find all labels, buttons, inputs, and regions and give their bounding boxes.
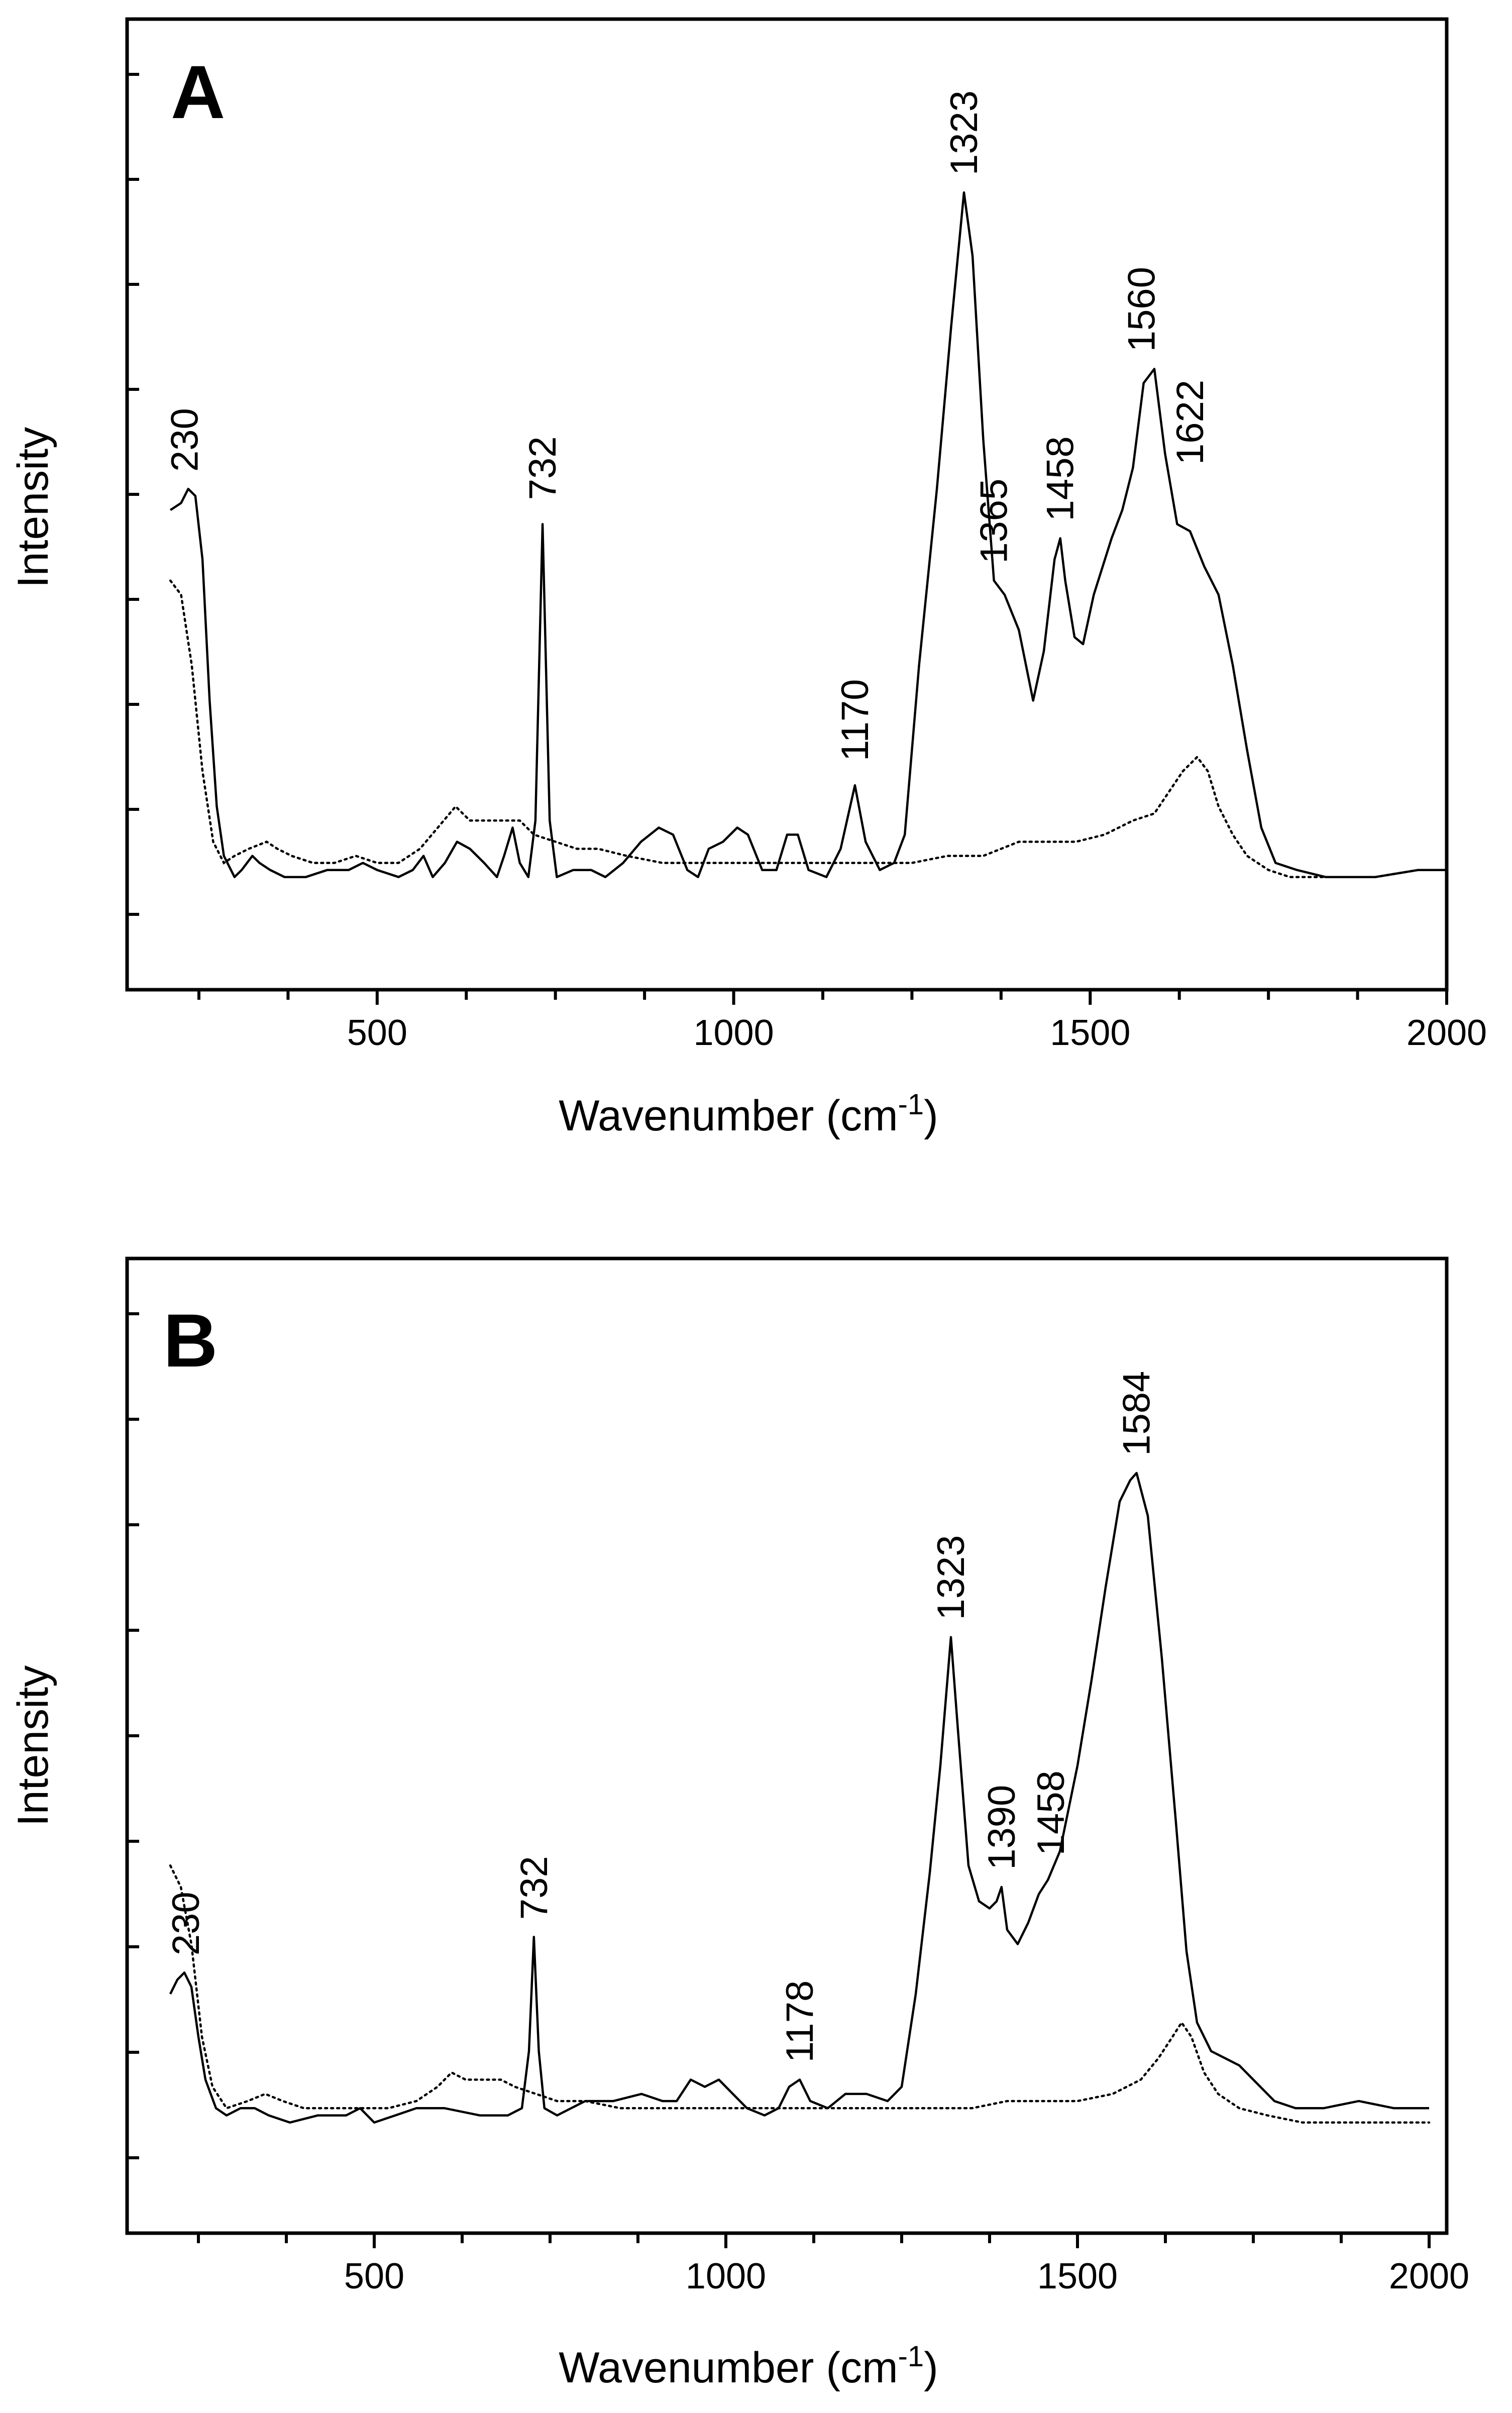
peak-label: 1458 (1030, 1770, 1072, 1855)
peak-label: 732 (513, 1856, 556, 1920)
x-tick-label: 1500 (1050, 1013, 1130, 1053)
panel-b-letter: B (163, 1298, 218, 1383)
panel-a-y-axis-title: Intensity (9, 427, 57, 588)
panel-b-x-axis-title: Wavenumber (cm-1) (559, 2340, 938, 2392)
panel-a-x-axis-title: Wavenumber (cm-1) (559, 1088, 938, 1140)
panel-b-y-ticks (127, 1312, 139, 2159)
panel-b-x-axis-title-main: Wavenumber (cm (559, 2344, 898, 2392)
x-tick-label: 1500 (1037, 2256, 1118, 2296)
panel-a: A 500 1000 1500 2000 230 732 1170 1323 1365 1458… (9, 17, 1487, 1140)
panel-b-plot-frame (125, 1256, 1449, 2235)
peak-label: 1170 (834, 679, 877, 761)
peak-label: 230 (164, 408, 206, 472)
peak-label: 1365 (973, 479, 1016, 564)
panel-b-y-axis-title: Intensity (9, 1665, 57, 1826)
x-tick-label: 1000 (693, 1013, 774, 1053)
panel-b-x-ticks: 500 1000 1500 2000 (197, 2233, 1469, 2296)
panel-a-plot-frame (125, 17, 1449, 992)
panel-b-x-axis-title-end: ) (924, 2344, 938, 2392)
x-tick-label: 2000 (1407, 1013, 1487, 1053)
panel-a-series (169, 191, 1448, 878)
peak-label: 1622 (1169, 380, 1212, 465)
panel-a-x-axis-title-main: Wavenumber (cm (559, 1092, 898, 1140)
peak-label: 1178 (779, 1980, 821, 2062)
panel-b-x-axis-title-sup: -1 (898, 2340, 924, 2373)
panel-a-letter: A (171, 50, 225, 134)
series-solid-line (169, 191, 1447, 878)
peak-label: 1584 (1116, 1371, 1158, 1456)
series-dotted-line (169, 579, 1448, 878)
x-tick-label: 2000 (1389, 2256, 1469, 2296)
panel-a-y-ticks (127, 73, 139, 916)
peak-label: 230 (165, 1892, 207, 1955)
peak-label: 1560 (1120, 267, 1163, 352)
peak-label: 1458 (1039, 436, 1082, 521)
panel-b-annotations: 230 732 1178 1323 1390 1458 1584 (165, 1371, 1158, 2063)
panel-a-x-axis-title-sup: -1 (898, 1088, 924, 1121)
panel-a-x-axis-title-end: ) (924, 1092, 938, 1140)
series-dotted-line (169, 1864, 1431, 2124)
panel-b-series (169, 1472, 1431, 2124)
x-tick-label: 500 (344, 2256, 404, 2296)
peak-label: 1323 (943, 90, 986, 175)
peak-label: 732 (521, 436, 564, 500)
peak-label: 1390 (981, 1785, 1023, 1870)
panel-a-x-ticks: 500 1000 1500 2000 (197, 990, 1487, 1053)
panel-b: B 500 1000 1500 2000 230 732 1178 1323 1390 1458… (9, 1256, 1469, 2392)
series-solid-line (169, 1472, 1429, 2124)
peak-label: 1323 (930, 1535, 973, 1620)
x-tick-label: 500 (347, 1013, 407, 1053)
x-tick-label: 1000 (686, 2256, 766, 2296)
